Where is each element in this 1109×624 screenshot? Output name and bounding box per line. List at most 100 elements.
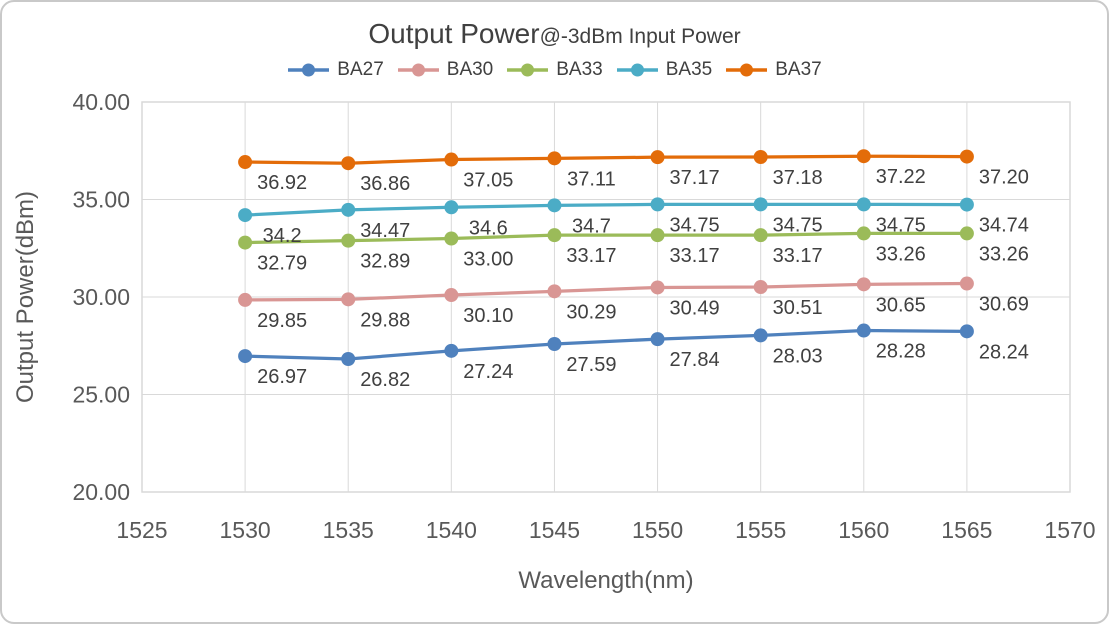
data-label-BA33: 33.17: [773, 245, 823, 267]
legend-label: BA27: [337, 59, 384, 80]
data-label-BA33: 33.17: [670, 245, 720, 267]
data-label-BA30: 30.69: [979, 294, 1029, 316]
x-axis-title: Wavelength(nm): [518, 567, 693, 594]
legend-marker-icon: [726, 63, 768, 77]
data-point-BA30: [650, 280, 665, 295]
data-label-BA30: 30.65: [876, 294, 926, 316]
data-label-BA27: 28.24: [979, 341, 1029, 363]
chart-title: Output Power@-3dBm Input Power: [2, 18, 1107, 50]
data-point-BA35: [238, 208, 253, 223]
x-tick-label: 1545: [529, 517, 580, 543]
legend-item-BA33: BA33: [506, 59, 603, 81]
data-label-BA37: 37.18: [773, 167, 823, 189]
data-point-BA27: [547, 336, 562, 351]
data-point-BA37: [959, 149, 974, 164]
legend-item-BA37: BA37: [725, 59, 822, 81]
data-label-BA33: 33.00: [463, 249, 513, 271]
x-tick-label: 1565: [941, 517, 992, 543]
data-point-BA35: [753, 197, 768, 212]
legend-dot: [521, 63, 535, 77]
y-axis-title: Output Power(dBm): [12, 191, 39, 403]
legend-dot: [740, 63, 754, 77]
legend-marker-icon: [288, 63, 330, 77]
data-point-BA30: [856, 277, 871, 292]
x-tick-label: 1540: [426, 517, 477, 543]
data-point-BA35: [959, 197, 974, 212]
data-label-BA27: 27.84: [670, 349, 720, 371]
data-point-BA35: [547, 198, 562, 213]
legend-dot: [630, 63, 644, 77]
legend-marker-icon: [507, 63, 549, 77]
data-label-BA27: 28.03: [773, 345, 823, 367]
data-label-BA35: 34.47: [360, 220, 410, 242]
y-tick-label: 30.00: [72, 284, 130, 310]
legend-item-BA27: BA27: [287, 59, 384, 81]
data-label-BA30: 29.88: [360, 309, 410, 331]
data-label-BA27: 27.59: [566, 354, 616, 376]
data-point-BA35: [341, 202, 356, 217]
data-point-BA30: [753, 280, 768, 295]
y-tick-label: 25.00: [72, 382, 130, 408]
legend-item-BA30: BA30: [397, 59, 493, 81]
data-point-BA33: [856, 226, 871, 241]
legend-marker-icon: [397, 63, 439, 77]
data-point-BA27: [650, 332, 665, 347]
data-label-BA37: 37.22: [876, 166, 926, 188]
data-label-BA33: 32.79: [257, 253, 307, 275]
data-point-BA37: [444, 152, 459, 167]
data-point-BA27: [238, 349, 253, 364]
data-point-BA37: [753, 149, 768, 164]
data-label-BA37: 37.11: [567, 168, 616, 190]
data-label-BA35: 34.75: [876, 214, 926, 236]
data-label-BA35: 34.75: [773, 214, 823, 236]
data-point-BA33: [650, 228, 665, 243]
x-tick-label: 1525: [116, 517, 167, 543]
chart-title-main: Output Power: [368, 18, 540, 49]
data-label-BA35: 34.75: [670, 214, 720, 236]
data-label-BA35: 34.74: [979, 215, 1029, 237]
data-label-BA37: 37.05: [463, 170, 513, 192]
data-point-BA27: [444, 343, 459, 358]
data-point-BA33: [341, 233, 356, 248]
data-point-BA33: [547, 228, 562, 243]
series-line-BA33: [243, 231, 969, 245]
legend-label: BA37: [775, 59, 822, 80]
x-tick-label: 1560: [838, 517, 889, 543]
legend-dot: [302, 63, 316, 77]
legend-item-BA35: BA35: [616, 59, 712, 81]
data-point-BA33: [444, 231, 459, 246]
legend-marker-icon: [616, 63, 658, 77]
data-point-BA37: [341, 156, 356, 171]
data-point-BA37: [856, 149, 871, 164]
data-point-BA35: [444, 200, 459, 215]
data-label-BA30: 30.51: [773, 297, 823, 319]
data-point-BA33: [238, 235, 253, 250]
data-label-BA35: 34.6: [469, 217, 508, 239]
data-point-BA27: [753, 328, 768, 343]
data-point-BA27: [341, 352, 356, 367]
data-point-BA30: [959, 276, 974, 291]
data-point-BA37: [650, 150, 665, 165]
plot-border: [141, 101, 1071, 493]
legend-label: BA35: [665, 59, 713, 80]
data-label-BA27: 26.97: [257, 366, 307, 388]
data-label-BA37: 36.86: [360, 173, 410, 195]
data-point-BA37: [547, 151, 562, 166]
data-point-BA30: [238, 292, 253, 307]
data-label-BA33: 33.26: [876, 243, 926, 265]
data-label-BA30: 30.49: [670, 297, 720, 319]
y-tick-label: 40.00: [72, 89, 130, 115]
data-label-BA35: 34.7: [572, 215, 611, 237]
y-tick-label: 35.00: [72, 187, 130, 213]
data-label-BA33: 33.26: [979, 243, 1029, 265]
data-label-BA30: 30.29: [566, 301, 616, 323]
data-label-BA27: 27.24: [463, 361, 513, 383]
series-line-BA27: [243, 328, 969, 361]
data-label-BA30: 29.85: [257, 310, 307, 332]
legend-label: BA33: [556, 59, 603, 80]
data-label-BA37: 37.20: [979, 167, 1029, 189]
data-point-BA30: [444, 288, 459, 303]
chart-title-suffix: @-3dBm Input Power: [539, 25, 741, 48]
